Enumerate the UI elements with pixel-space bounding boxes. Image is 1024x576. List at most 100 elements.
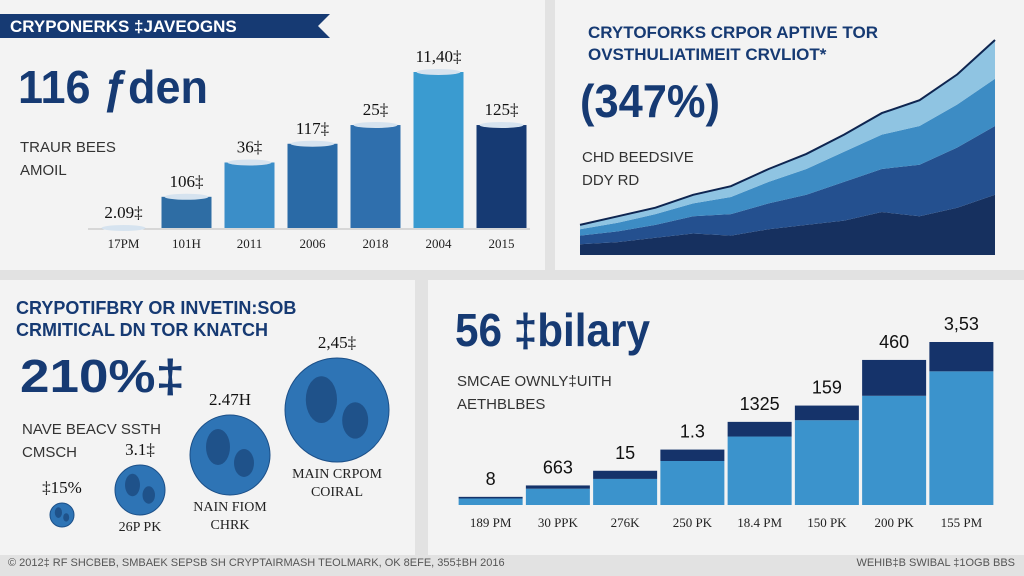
bar xyxy=(413,72,464,228)
footer-right: WEHIB‡B SWIBAL ‡1OGB BBS xyxy=(856,557,1015,569)
bubble-caption: MAIN CRPOM xyxy=(292,467,382,482)
caption: SMCAE OWNLY‡UITH xyxy=(457,373,612,390)
globe-land xyxy=(305,376,337,423)
x-tick-label: 2015 xyxy=(489,236,515,251)
panel-title: CRYPOTIFBRY OR INVETIN:SOB xyxy=(16,298,296,318)
bar-label: 106‡ xyxy=(170,172,204,191)
headline-stat: 210%‡ xyxy=(20,350,185,402)
bar-cap xyxy=(290,140,335,147)
footer-left: © 2012‡ RF SHCBEB, SMBAEK SEPSB SH CRYPT… xyxy=(8,557,505,569)
globe-land xyxy=(63,513,70,522)
globe-land xyxy=(54,507,63,518)
bar xyxy=(161,196,212,228)
globe-land xyxy=(206,429,230,465)
bubble xyxy=(49,502,75,528)
bar-cap xyxy=(416,69,461,75)
bar-cap xyxy=(227,159,272,166)
bubble xyxy=(284,357,390,463)
area-layer xyxy=(580,194,995,255)
bar-segment xyxy=(593,478,658,505)
x-tick-label: 101H xyxy=(172,236,201,251)
x-tick-label: 2006 xyxy=(300,236,327,251)
globe-land xyxy=(142,486,155,504)
bar-cap xyxy=(164,193,209,200)
bubble-label: 3.1‡ xyxy=(125,440,155,459)
bar-segment xyxy=(458,498,523,505)
bar-label: 1325 xyxy=(740,394,780,414)
bar xyxy=(224,162,275,228)
bar-segment xyxy=(794,405,859,421)
caption: DDY RD xyxy=(582,172,639,189)
bar-segment xyxy=(593,470,658,479)
x-tick-label: 276K xyxy=(611,515,641,530)
bubble xyxy=(189,414,271,496)
x-tick-label: 2011 xyxy=(237,236,263,251)
bar-segment xyxy=(929,371,994,505)
globe-land xyxy=(125,473,140,497)
caption: NAVE BEACV SSTH xyxy=(22,421,161,438)
bar-segment xyxy=(727,421,792,437)
bar-segment xyxy=(794,420,859,505)
bubble-label: 2.47H xyxy=(209,390,251,409)
globe-land xyxy=(234,449,254,477)
caption: AMOIL xyxy=(20,162,67,179)
x-tick-label: 2018 xyxy=(363,236,389,251)
bar-cap xyxy=(479,122,524,129)
panel-title: CRYTOFORKS CRPOR APTIVE TOR xyxy=(588,23,878,42)
bar-label: 117‡ xyxy=(296,119,329,138)
bar-label: 3,53 xyxy=(944,314,979,334)
bubble xyxy=(114,464,166,516)
bar-segment xyxy=(862,395,927,505)
bar-label: 159 xyxy=(812,378,842,398)
bar-segment xyxy=(525,488,590,505)
caption: CHD BEEDSIVE xyxy=(582,149,694,166)
panel-title: OVSTHULIATIMEIT CRVLIOT* xyxy=(588,45,827,64)
bar-label: 460 xyxy=(879,332,909,352)
x-tick-label: 200 PK xyxy=(874,515,914,530)
area-layer xyxy=(580,126,995,245)
globe-land xyxy=(342,402,369,439)
headline-stat: 56 ‡bilary xyxy=(455,304,650,356)
bar-segment xyxy=(929,342,994,372)
headline-stat: 116 ƒden xyxy=(18,61,208,113)
bar-segment xyxy=(660,460,725,505)
x-tick-label: 17PM xyxy=(108,236,140,251)
x-tick-label: 155 PM xyxy=(941,515,983,530)
bar-label: 8 xyxy=(486,469,496,489)
x-tick-label: 18.4 PM xyxy=(737,515,782,530)
bar-cap xyxy=(101,225,146,231)
x-tick-label: 30 PPK xyxy=(538,515,579,530)
bar-label: 11,40‡ xyxy=(415,47,461,66)
panel-title: CRMITICAL DN TOR KNATCH xyxy=(16,320,268,340)
headline-stat: (347%) xyxy=(580,75,720,127)
bar-label: 663 xyxy=(543,457,573,477)
x-tick-label: 150 PK xyxy=(807,515,847,530)
bar-segment xyxy=(727,436,792,505)
bubble-caption: NAIN FIOM xyxy=(193,500,267,515)
bar-label: 2.09‡ xyxy=(104,203,142,222)
bar-label: 36‡ xyxy=(237,137,263,156)
bar-label: 125‡ xyxy=(485,100,519,119)
bar-segment xyxy=(525,485,590,489)
bar-label: 1.3 xyxy=(680,422,705,442)
area-layer xyxy=(580,78,995,236)
bar-cap xyxy=(353,122,398,129)
x-tick-label: 2004 xyxy=(426,236,453,251)
bar-segment xyxy=(458,496,523,499)
bar xyxy=(350,125,401,228)
caption: AETHBLBES xyxy=(457,396,545,413)
bar-segment xyxy=(862,359,927,396)
bubble-caption: COIRAL xyxy=(311,485,363,500)
bar-segment xyxy=(660,449,725,461)
x-tick-label: 250 PK xyxy=(673,515,713,530)
caption: CMSCH xyxy=(22,444,77,461)
bar xyxy=(287,143,338,228)
bubble-label: 2,45‡ xyxy=(318,333,356,352)
bubble-caption: 26P PK xyxy=(119,520,162,535)
bar-label: 15 xyxy=(615,443,635,463)
area-outline xyxy=(579,39,996,226)
title-banner xyxy=(0,14,330,38)
bubble-label: ‡15% xyxy=(42,478,82,497)
bubble-caption: CHRK xyxy=(211,518,250,533)
